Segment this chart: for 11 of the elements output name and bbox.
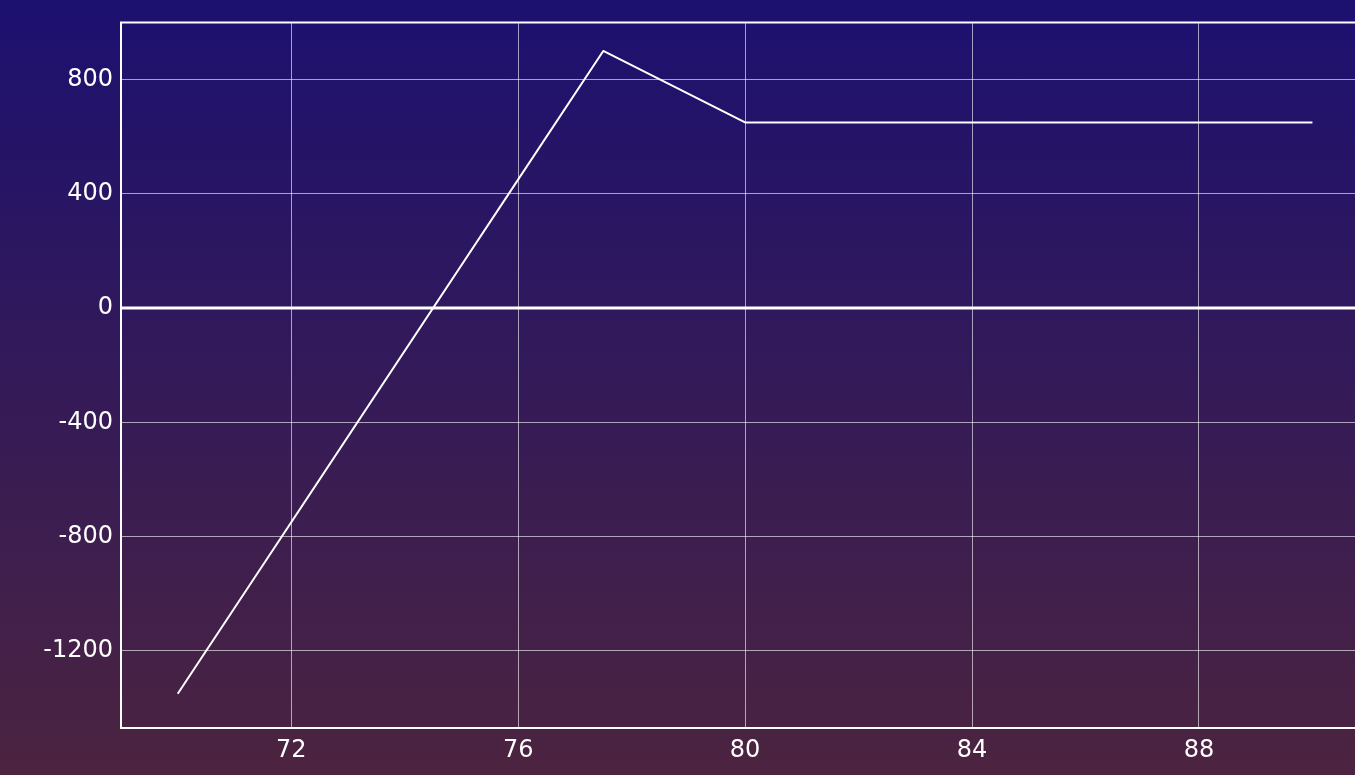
y-tick-label: -800 — [58, 520, 113, 549]
x-tick-label: 76 — [502, 734, 534, 763]
y-tick-label: -400 — [58, 406, 113, 435]
y-tick-label: 0 — [97, 292, 113, 321]
y-tick-label: 400 — [67, 178, 113, 207]
x-tick-label: 88 — [1183, 734, 1215, 763]
y-tick-label: -1200 — [43, 635, 113, 664]
y-tick-label: 800 — [67, 63, 113, 92]
x-tick-label: 72 — [275, 734, 307, 763]
x-tick-label: 84 — [956, 734, 988, 763]
x-tick-label: 80 — [729, 734, 761, 763]
